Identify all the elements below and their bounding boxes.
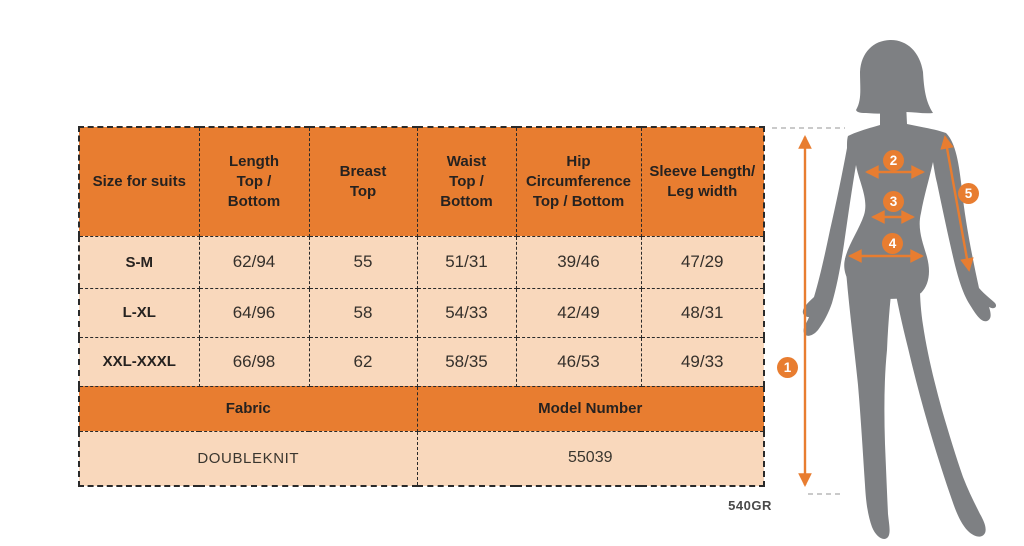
header-line: Circumference <box>525 172 632 190</box>
header-line: Top / <box>449 172 484 190</box>
size-cell: S-M <box>78 235 200 289</box>
header-line: Top / <box>236 172 272 190</box>
data-cell: 42/49 <box>515 287 642 338</box>
header-line: Top / Bottom <box>532 192 625 210</box>
data-cell: 46/53 <box>515 336 642 387</box>
header-line: Bottom <box>227 192 281 210</box>
table-row-sm: S-M 62/94 55 51/31 39/46 47/29 <box>78 235 765 289</box>
measure-marker-1: 1 <box>777 357 798 378</box>
header-line: Waist <box>446 153 487 171</box>
header-line: Size for suits <box>92 172 186 190</box>
data-cell: 62 <box>308 336 418 387</box>
header-line: Length <box>229 153 279 171</box>
silhouette-legs <box>845 258 986 539</box>
size-cell: XXL-XXXL <box>78 336 200 387</box>
data-cell: 48/31 <box>640 287 765 338</box>
data-cell: 58/35 <box>416 336 517 387</box>
header-line: Bottom <box>440 192 493 210</box>
table-subheader-row: Fabric Model Number <box>78 385 765 432</box>
table-values-row: DOUBLEKNIT 55039 <box>78 430 765 487</box>
measurement-figure-graphic <box>772 40 997 539</box>
measure-marker-4: 4 <box>882 233 903 254</box>
header-line: Sleeve Length/ <box>649 162 756 180</box>
header-size-for-suits: Size for suits <box>78 126 200 237</box>
data-cell: 47/29 <box>640 235 765 289</box>
model-code-label: 540GR <box>728 498 772 513</box>
table-row-xxlxxxl: XXL-XXXL 66/98 62 58/35 46/53 49/33 <box>78 336 765 387</box>
model-number-header-cell: Model Number <box>416 385 765 432</box>
data-cell: 62/94 <box>198 235 310 289</box>
header-line: Breast <box>339 162 387 180</box>
header-line: Top <box>349 182 377 200</box>
sleeve-arrow <box>940 135 974 272</box>
data-cell: 66/98 <box>198 336 310 387</box>
fabric-header-cell: Fabric <box>78 385 418 432</box>
header-sleeve-length: Sleeve Length/Leg width <box>640 126 765 237</box>
data-cell: 54/33 <box>416 287 517 338</box>
table-row-lxl: L-XL 64/96 58 54/33 42/49 48/31 <box>78 287 765 338</box>
measure-marker-3: 3 <box>883 191 904 212</box>
measure-marker-2: 2 <box>883 150 904 171</box>
header-waist: Waist Top / Bottom <box>416 126 517 237</box>
size-cell: L-XL <box>78 287 200 338</box>
female-silhouette <box>802 40 997 539</box>
header-breast: Breast Top <box>308 126 418 237</box>
data-cell: 55 <box>308 235 418 289</box>
measurement-figure: 1 2 3 4 5 <box>760 0 1024 546</box>
data-cell: 39/46 <box>515 235 642 289</box>
header-line: Hip <box>566 153 591 171</box>
size-table: Size for suits Length Top / Bottom Breast T… <box>78 126 765 487</box>
data-cell: 49/33 <box>640 336 765 387</box>
data-cell: 58 <box>308 287 418 338</box>
model-number-value-cell: 55039 <box>416 430 765 487</box>
data-cell: 51/31 <box>416 235 517 289</box>
header-hip-circumference: Hip Circumference Top / Bottom <box>515 126 642 237</box>
header-length: Length Top / Bottom <box>198 126 310 237</box>
silhouette-head <box>856 40 933 114</box>
header-line: Leg width <box>667 182 738 200</box>
table-header-row: Size for suits Length Top / Bottom Breast T… <box>78 126 765 237</box>
fabric-value-cell: DOUBLEKNIT <box>78 430 418 487</box>
data-cell: 64/96 <box>198 287 310 338</box>
measure-marker-5: 5 <box>958 183 979 204</box>
